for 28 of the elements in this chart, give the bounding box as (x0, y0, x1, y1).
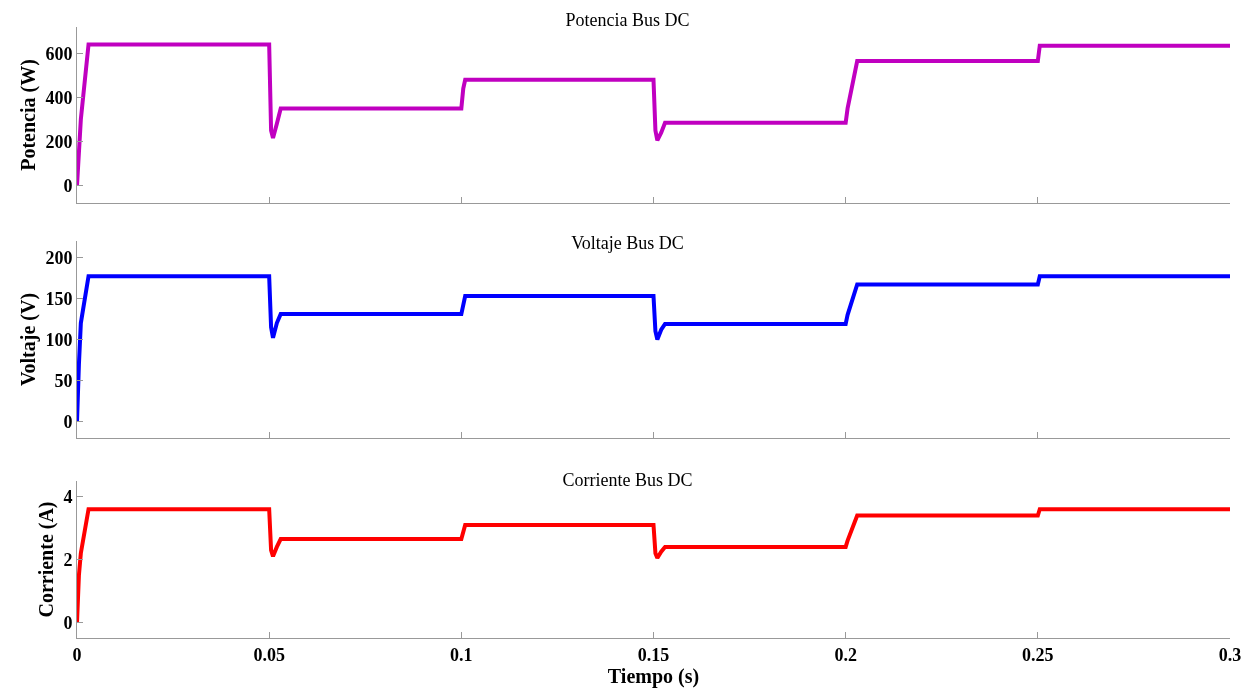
x-tick-label: 0.3 (1218, 644, 1242, 665)
x-axis-title: Tiempo (s) (607, 664, 700, 688)
chart-title: Corriente Bus DC (562, 470, 693, 491)
y-tick-label: 0 (63, 612, 73, 633)
line-series (77, 274, 1230, 424)
x-tick-label: 0.1 (450, 644, 473, 665)
x-tick-label: 0.15 (637, 644, 670, 665)
y-axis-title: Voltaje (V) (16, 292, 40, 387)
chart-title: Voltaje Bus DC (571, 233, 684, 254)
y-tick-label: 100 (45, 329, 73, 350)
y-tick-label: 0 (63, 411, 73, 432)
y-tick-label: 150 (45, 288, 73, 309)
line-series (77, 507, 1230, 625)
y-tick-label: 4 (63, 487, 73, 507)
x-tick-label: 0.25 (1022, 644, 1054, 665)
y-tick-label: 400 (45, 87, 73, 108)
y-tick-label: 2 (63, 549, 73, 570)
y-tick-label: 200 (45, 247, 73, 268)
y-tick-label: 0 (63, 175, 73, 196)
x-tick-label: 0.2 (834, 644, 857, 665)
y-axis-title: Potencia (W) (16, 59, 40, 171)
line-series (77, 42, 1230, 188)
y-tick-label: 50 (54, 370, 73, 391)
chart-title: Potencia Bus DC (565, 10, 690, 31)
x-tick-label: 0.05 (253, 644, 285, 665)
y-tick-label: 600 (45, 43, 73, 64)
y-tick-label: 200 (45, 131, 73, 152)
y-axis-title: Corriente (A) (34, 501, 58, 618)
